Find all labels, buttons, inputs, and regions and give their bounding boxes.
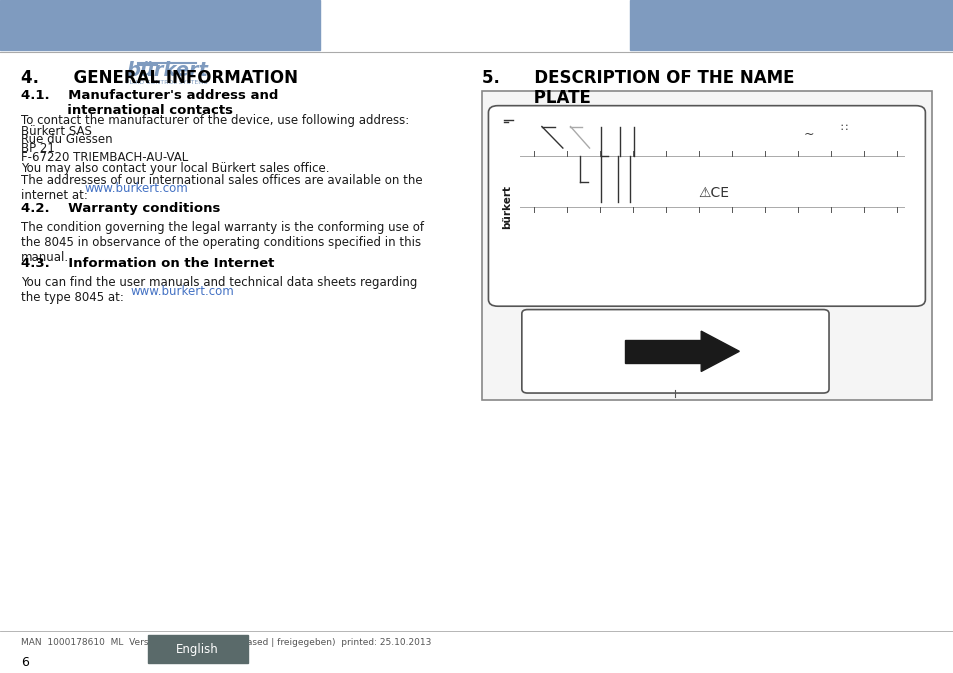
Text: BP 21: BP 21: [21, 142, 55, 155]
Text: The condition governing the legal warranty is the conforming use of
the 8045 in : The condition governing the legal warran…: [21, 221, 423, 264]
Bar: [148, 635, 248, 663]
FancyBboxPatch shape: [481, 91, 931, 400]
FancyBboxPatch shape: [488, 106, 924, 306]
Text: 4.2.    Warranty conditions: 4.2. Warranty conditions: [21, 202, 220, 215]
Text: 4.1.    Manufacturer's address and
          international contacts: 4.1. Manufacturer's address and internat…: [21, 89, 278, 117]
Text: 6: 6: [21, 656, 29, 669]
Text: Bürkert SAS: Bürkert SAS: [21, 125, 91, 137]
Text: 5.      DESCRIPTION OF THE NAME
         PLATE: 5. DESCRIPTION OF THE NAME PLATE: [481, 69, 794, 108]
Text: English: English: [176, 643, 218, 656]
Text: ⚠CE: ⚠CE: [698, 186, 728, 200]
Polygon shape: [700, 331, 739, 371]
Text: ∷: ∷: [840, 123, 847, 133]
Text: bürkert: bürkert: [126, 61, 208, 80]
Text: Type 8045: Type 8045: [653, 17, 733, 30]
Text: 4.3.    Information on the Internet: 4.3. Information on the Internet: [21, 257, 274, 270]
Text: You can find the user manuals and technical data sheets regarding
the type 8045 : You can find the user manuals and techni…: [21, 276, 416, 304]
Text: The addresses of our international sales offices are available on the
internet a: The addresses of our international sales…: [21, 174, 422, 202]
Text: You may also contact your local Bürkert sales office.: You may also contact your local Bürkert …: [21, 162, 329, 175]
Text: www.burkert.com: www.burkert.com: [85, 182, 189, 195]
Text: www.burkert.com: www.burkert.com: [131, 285, 234, 297]
Bar: [629, 0, 953, 50]
FancyBboxPatch shape: [521, 310, 828, 393]
Text: Rue du Giessen: Rue du Giessen: [21, 133, 112, 146]
Text: F-67220 TRIEMBACH-AU-VAL: F-67220 TRIEMBACH-AU-VAL: [21, 151, 188, 164]
Text: 4.      GENERAL INFORMATION: 4. GENERAL INFORMATION: [21, 69, 297, 87]
Text: FLUID CONTROL SYSTEMS: FLUID CONTROL SYSTEMS: [126, 80, 208, 85]
Text: bürkert: bürkert: [502, 185, 512, 229]
Bar: [624, 340, 700, 363]
Text: MAN  1000178610  ML  Version: C Status: RL (released | freigegeben)  printed: 25: MAN 1000178610 ML Version: C Status: RL …: [21, 638, 431, 647]
Text: To contact the manufacturer of the device, use following address:: To contact the manufacturer of the devic…: [21, 114, 409, 127]
Text: General information: General information: [653, 29, 779, 42]
Bar: [0, 0, 319, 50]
Text: ~: ~: [802, 128, 814, 141]
